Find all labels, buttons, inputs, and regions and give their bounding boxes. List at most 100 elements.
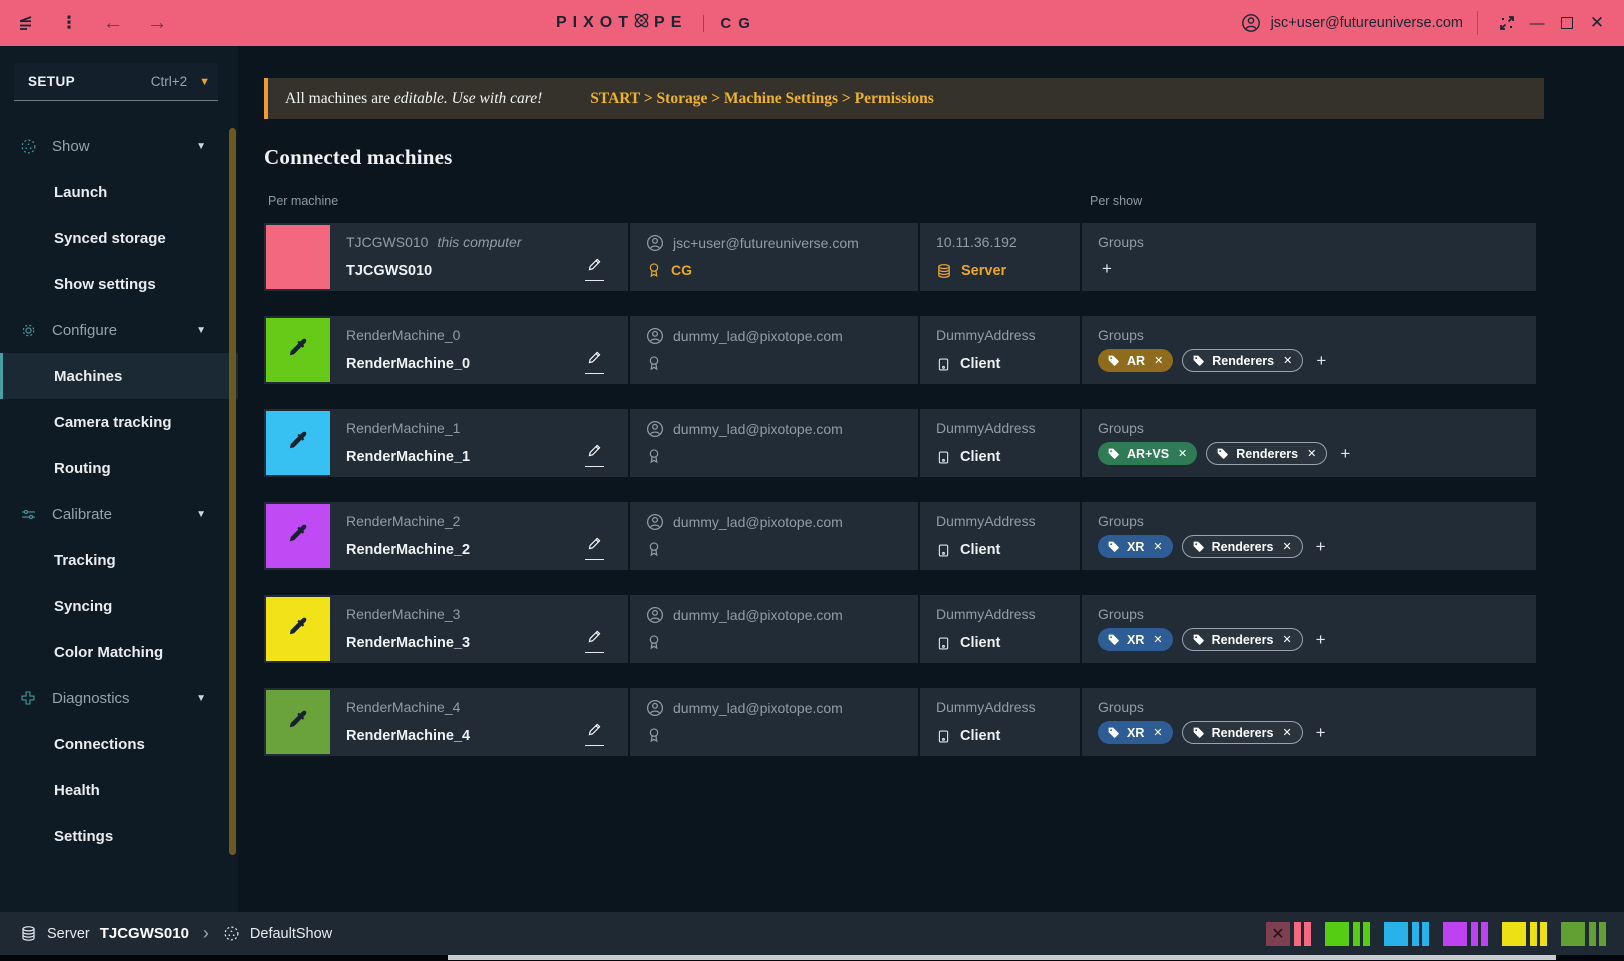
machine-color-swatch[interactable] <box>266 411 330 475</box>
tag-icon <box>1216 447 1229 460</box>
tag-icon <box>1192 633 1205 646</box>
sidebar-item-tracking[interactable]: Tracking <box>54 551 116 569</box>
remove-group-icon[interactable]: ✕ <box>1153 541 1163 553</box>
app-body: SETUP Ctrl+2 ▼ Show ▼ Launch Synced stor… <box>0 46 1624 912</box>
edit-name-button[interactable] <box>585 257 604 281</box>
machine-indicator[interactable] <box>1561 921 1606 946</box>
tag-icon <box>1192 726 1205 739</box>
sidebar-item-camera-tracking[interactable]: Camera tracking <box>54 413 172 431</box>
add-group-button[interactable]: + <box>1315 722 1326 742</box>
machine-indicator[interactable]: ✕ <box>1266 921 1311 946</box>
person-icon <box>646 420 664 438</box>
maximize-button[interactable] <box>1552 8 1582 38</box>
remove-group-icon[interactable]: ✕ <box>1282 727 1292 739</box>
remove-group-icon[interactable]: ✕ <box>1154 355 1164 367</box>
sidebar-item-routing[interactable]: Routing <box>54 459 111 477</box>
sidebar-group-show[interactable]: Show ▼ <box>0 123 238 169</box>
add-group-button[interactable]: + <box>1316 350 1327 370</box>
collapse-sidebar-icon[interactable] <box>14 12 36 34</box>
remove-group-icon[interactable]: ✕ <box>1178 448 1188 460</box>
product-label: CG <box>720 14 757 32</box>
forward-arrow-icon[interactable]: → <box>146 11 168 34</box>
fullscreen-icon[interactable] <box>1492 8 1522 38</box>
breadcrumb[interactable]: START > Storage > Machine Settings > Per… <box>590 89 934 107</box>
group-badge[interactable]: XR ✕ <box>1098 628 1173 651</box>
add-group-button[interactable]: + <box>1340 443 1351 463</box>
group-badge[interactable]: XR ✕ <box>1098 535 1173 558</box>
machine-row: RenderMachine_3 RenderMachine_3 dummy_la… <box>264 595 1536 663</box>
license-icon <box>646 540 662 558</box>
minimize-button[interactable]: — <box>1529 14 1545 32</box>
machine-groups-cell: Groups XR ✕ Renderers ✕ + <box>1080 502 1536 570</box>
group-badge[interactable]: Renderers ✕ <box>1181 535 1303 558</box>
menu-kebab-icon[interactable]: ⋮ <box>60 13 78 32</box>
tag-icon <box>1107 540 1120 553</box>
group-badge[interactable]: Renderers ✕ <box>1206 442 1328 465</box>
remove-group-icon[interactable]: ✕ <box>1153 727 1163 739</box>
horizontal-scrollbar[interactable] <box>448 955 1556 960</box>
machine-indicator[interactable] <box>1443 921 1488 946</box>
sidebar-item-synced-storage[interactable]: Synced storage <box>54 229 166 247</box>
sliders-icon <box>20 506 38 523</box>
edit-name-button[interactable] <box>585 536 604 560</box>
machine-indicator[interactable] <box>1384 921 1429 946</box>
remove-group-icon[interactable]: ✕ <box>1307 448 1317 460</box>
sidebar-item-show-settings[interactable]: Show settings <box>54 275 156 293</box>
sidebar-group-diagnostics[interactable]: Diagnostics ▼ <box>0 675 238 721</box>
edit-name-button[interactable] <box>585 350 604 374</box>
sidebar-item-machines[interactable]: Machines <box>0 353 238 399</box>
add-group-button[interactable]: + <box>1315 629 1326 649</box>
sidebar-group-calibrate[interactable]: Calibrate ▼ <box>0 491 238 537</box>
add-group-button[interactable]: + <box>1102 259 1112 278</box>
user-account[interactable]: jsc+user@futureuniverse.com <box>1240 12 1463 34</box>
machine-groups-cell: Groups XR ✕ Renderers ✕ + <box>1080 595 1536 663</box>
remove-group-icon[interactable]: ✕ <box>1282 634 1292 646</box>
machine-color-swatch[interactable] <box>266 225 330 289</box>
edit-name-button[interactable] <box>585 443 604 467</box>
sidebar-item-health[interactable]: Health <box>54 781 100 799</box>
machine-indicator[interactable] <box>1502 921 1547 946</box>
back-arrow-icon[interactable]: ← <box>102 11 124 34</box>
machine-address-cell: DummyAddress Client <box>918 688 1080 756</box>
edit-name-button[interactable] <box>585 629 604 653</box>
group-badge[interactable]: Renderers ✕ <box>1181 628 1303 651</box>
show-name[interactable]: DefaultShow <box>249 925 333 942</box>
machine-color-swatch[interactable] <box>266 504 330 568</box>
machine-color-swatch[interactable] <box>266 597 330 661</box>
sidebar-item-settings[interactable]: Settings <box>54 827 114 845</box>
group-badge[interactable]: Renderers ✕ <box>1181 721 1303 744</box>
machine-indicator[interactable] <box>1325 921 1370 946</box>
sidebar-group-configure[interactable]: Configure ▼ <box>0 307 238 353</box>
person-icon <box>646 699 664 717</box>
machine-color-swatch[interactable] <box>266 690 330 754</box>
sidebar-item-launch[interactable]: Launch <box>54 183 108 201</box>
machine-row: RenderMachine_0 RenderMachine_0 dummy_la… <box>264 316 1536 384</box>
remove-group-icon[interactable]: ✕ <box>1283 355 1293 367</box>
machine-address-cell: DummyAddress Client <box>918 595 1080 663</box>
sidebar-scrollbar[interactable] <box>229 128 236 855</box>
machine-row: RenderMachine_1 RenderMachine_1 dummy_la… <box>264 409 1536 477</box>
sidebar-item-color-matching[interactable]: Color Matching <box>54 643 164 661</box>
machine-name-cell: RenderMachine_4 RenderMachine_4 <box>330 688 628 756</box>
machine-color-swatch[interactable] <box>266 318 330 382</box>
close-button[interactable]: ✕ <box>1589 13 1605 32</box>
edit-name-button[interactable] <box>585 722 604 746</box>
group-badge[interactable]: Renderers ✕ <box>1182 349 1304 372</box>
remove-group-icon[interactable]: ✕ <box>1282 541 1292 553</box>
machine-name-cell: RenderMachine_3 RenderMachine_3 <box>330 595 628 663</box>
machine-name-cell: TJCGWS010 this computer TJCGWS010 <box>330 223 628 291</box>
add-group-button[interactable]: + <box>1315 536 1326 556</box>
setup-label: SETUP <box>28 74 76 89</box>
main-content: All machines are editable. Use with care… <box>238 46 1624 912</box>
sidebar-item-syncing[interactable]: Syncing <box>54 597 113 615</box>
tag-icon <box>1107 447 1120 460</box>
remove-group-icon[interactable]: ✕ <box>1153 634 1163 646</box>
setup-selector[interactable]: SETUP Ctrl+2 ▼ <box>14 63 218 101</box>
pixotope-logo: PIXOT PE <box>556 11 687 35</box>
server-name[interactable]: TJCGWS010 <box>99 925 189 942</box>
group-badge[interactable]: AR ✕ <box>1098 349 1174 372</box>
group-badge[interactable]: AR+VS ✕ <box>1098 442 1198 465</box>
per-machine-header: Per machine <box>268 194 339 208</box>
sidebar-item-connections[interactable]: Connections <box>54 735 145 753</box>
group-badge[interactable]: XR ✕ <box>1098 721 1173 744</box>
